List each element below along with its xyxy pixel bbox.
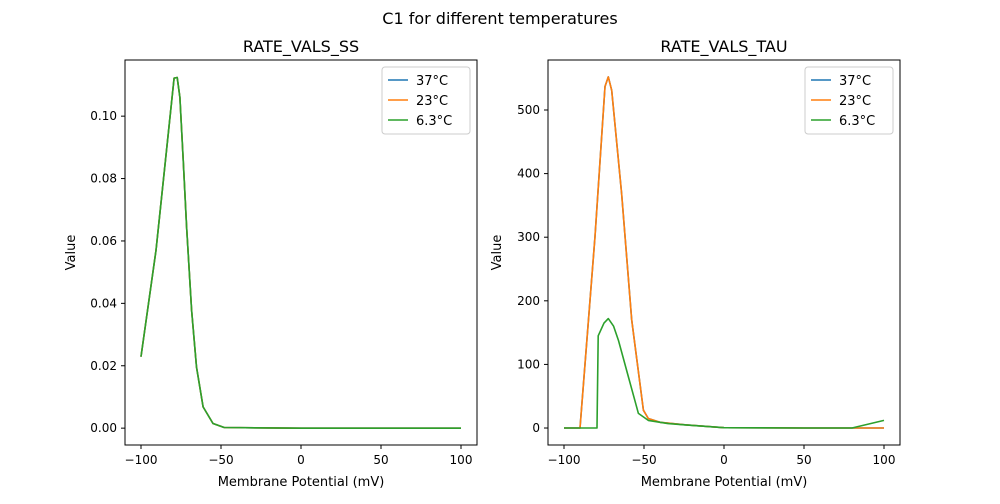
subplot-title: RATE_VALS_SS [243, 37, 359, 57]
y-tick-label: 100 [517, 357, 540, 371]
y-tick-label: 200 [517, 294, 540, 308]
legend-box [381, 66, 471, 135]
x-tick-label: 100 [873, 453, 896, 467]
y-tick-label: 0.06 [90, 234, 117, 248]
x-tick-label: −100 [548, 453, 581, 467]
legend: 37°C 23°C 6.3°C [381, 66, 471, 135]
subplot-title: RATE_VALS_TAU [660, 37, 787, 57]
x-axis-label: Membrane Potential (mV) [641, 475, 808, 490]
x-tick-label: 0 [720, 453, 728, 467]
figure-title: C1 for different temperatures [382, 9, 617, 28]
y-tick-label: 0.10 [90, 109, 117, 123]
y-axis-label: Value [490, 235, 505, 271]
legend: 37°C 23°C 6.3°C [804, 66, 894, 135]
series-line-2 [140, 76, 461, 430]
x-tick-label: −50 [631, 453, 656, 467]
y-tick-label: 0.00 [90, 421, 117, 435]
x-tick-label: −100 [125, 453, 158, 467]
x-tick-label: 50 [796, 453, 811, 467]
axes-frame [124, 59, 478, 446]
y-tick-label: 0.02 [90, 359, 117, 373]
y-tick-label: 0 [532, 421, 540, 435]
y-tick-label: 500 [517, 103, 540, 117]
legend-entry: 6.3°C [416, 114, 452, 129]
legend-entry: 23°C [416, 94, 448, 109]
series-line-2 [564, 317, 885, 429]
axes-frame [547, 59, 901, 446]
legend-entry: 37°C [839, 74, 871, 89]
y-tick-label: 300 [517, 230, 540, 244]
x-axis-label: Membrane Potential (mV) [218, 475, 385, 490]
legend-entry: 23°C [839, 94, 871, 109]
legend-box [804, 66, 894, 135]
y-axis-label: Value [64, 235, 79, 271]
x-tick-label: 50 [373, 453, 388, 467]
subplot-1: RATE_VALS_SS Membrane Potential (mV) Value… [64, 37, 478, 490]
y-tick-label: 0.04 [90, 296, 117, 310]
subplot-2: RATE_VALS_TAU Membrane Potential (mV) Valu… [490, 37, 901, 490]
legend-entry: 37°C [416, 74, 448, 89]
x-tick-label: 100 [450, 453, 473, 467]
legend-entry: 6.3°C [839, 114, 875, 129]
y-tick-label: 400 [517, 167, 540, 181]
x-tick-label: −50 [208, 453, 233, 467]
y-tick-label: 0.08 [90, 172, 117, 186]
x-tick-label: 0 [297, 453, 305, 467]
